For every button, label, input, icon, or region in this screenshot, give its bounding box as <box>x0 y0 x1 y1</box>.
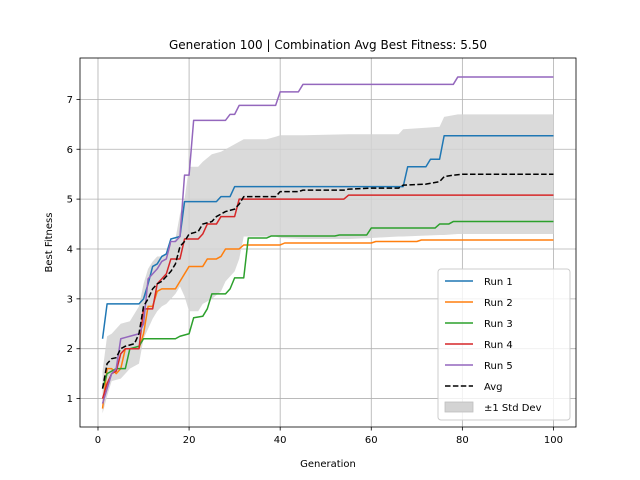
legend-label: Run 1 <box>484 277 513 288</box>
legend-label: Run 3 <box>484 319 513 330</box>
series-line-4 <box>101 194 554 399</box>
legend-label: Run 2 <box>484 298 513 309</box>
std-dev-band <box>102 114 554 414</box>
axis-ticks: 0 20 40 60 80 100 1 2 3 4 5 6 7 <box>67 95 563 446</box>
x-tick-label: 100 <box>544 435 563 446</box>
y-tick-label: 7 <box>67 95 73 106</box>
y-tick-label: 1 <box>67 394 73 405</box>
x-tick-label: 20 <box>183 435 196 446</box>
legend-label: Run 4 <box>484 340 513 351</box>
x-tick-label: 0 <box>95 435 101 446</box>
legend-label: ±1 Std Dev <box>484 403 542 414</box>
legend: Run 1 Run 2 Run 3 Run 4 Run 5 Avg ±1 Std Dev <box>437 268 571 421</box>
x-axis-label: Generation <box>300 459 356 470</box>
x-tick-label: 40 <box>274 435 287 446</box>
y-tick-label: 5 <box>67 195 73 206</box>
chart-title: Generation 100 | Combination Avg Best Fi… <box>169 38 487 52</box>
series-layer <box>101 76 554 409</box>
legend-box <box>437 268 571 421</box>
plot-frame <box>79 57 577 428</box>
y-tick-label: 4 <box>67 244 73 255</box>
legend-label: Run 5 <box>484 361 513 372</box>
y-tick-label: 2 <box>67 344 73 355</box>
std-dev-band-layer <box>102 114 554 414</box>
y-axis-label: Best Fitness <box>44 213 55 273</box>
x-tick-label: 80 <box>456 435 469 446</box>
y-tick-label: 3 <box>67 294 73 305</box>
x-tick-label: 60 <box>365 435 378 446</box>
series-line-2 <box>101 239 554 409</box>
series-line-5 <box>101 76 554 404</box>
legend-label: Avg <box>484 382 503 393</box>
legend-swatch <box>444 401 474 413</box>
series-line-6 <box>101 173 554 389</box>
y-tick-label: 6 <box>67 145 73 156</box>
